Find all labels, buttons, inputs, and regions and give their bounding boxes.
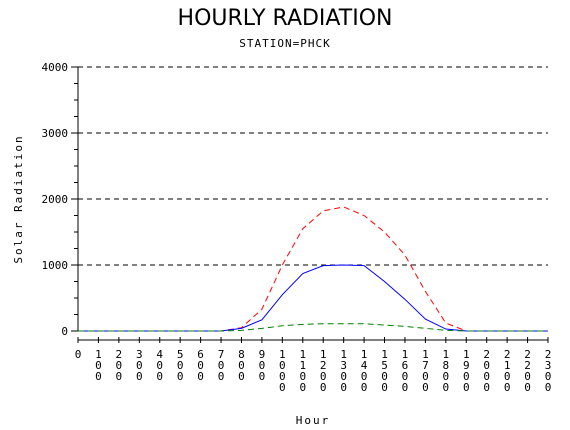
y-axis-label: Solar Radiation — [12, 134, 25, 263]
series-line-1 — [78, 206, 548, 332]
x-axis-ticks: 0 1 0 0 2 0 0 3 0 0 4 0 0 5 0 0 6 0 0 7 0 0 8 0 0 9 0 0 1 0 0 0 1 1 0 0 1 2 0 0… — [75, 337, 552, 394]
axes — [77, 67, 548, 341]
y-tick-label: 1000 — [42, 259, 69, 272]
chart-subtitle: STATION=PHCK — [239, 37, 331, 50]
x-axis-label: Hour — [296, 414, 331, 427]
y-tick-label: 2000 — [42, 193, 69, 206]
y-tick-label: 0 — [61, 325, 68, 338]
series-lines — [78, 206, 548, 332]
y-axis-ticks: 0 1000 2000 3000 4000 — [42, 61, 78, 338]
y-tick-label: 3000 — [42, 127, 69, 140]
x-tick-label: 0 — [75, 348, 82, 361]
series-line-3 — [78, 323, 548, 332]
series-line-2 — [78, 264, 548, 332]
chart-title: HOURLY RADIATION — [177, 6, 393, 31]
grid-lines — [78, 66, 548, 266]
y-tick-label: 4000 — [42, 61, 69, 74]
